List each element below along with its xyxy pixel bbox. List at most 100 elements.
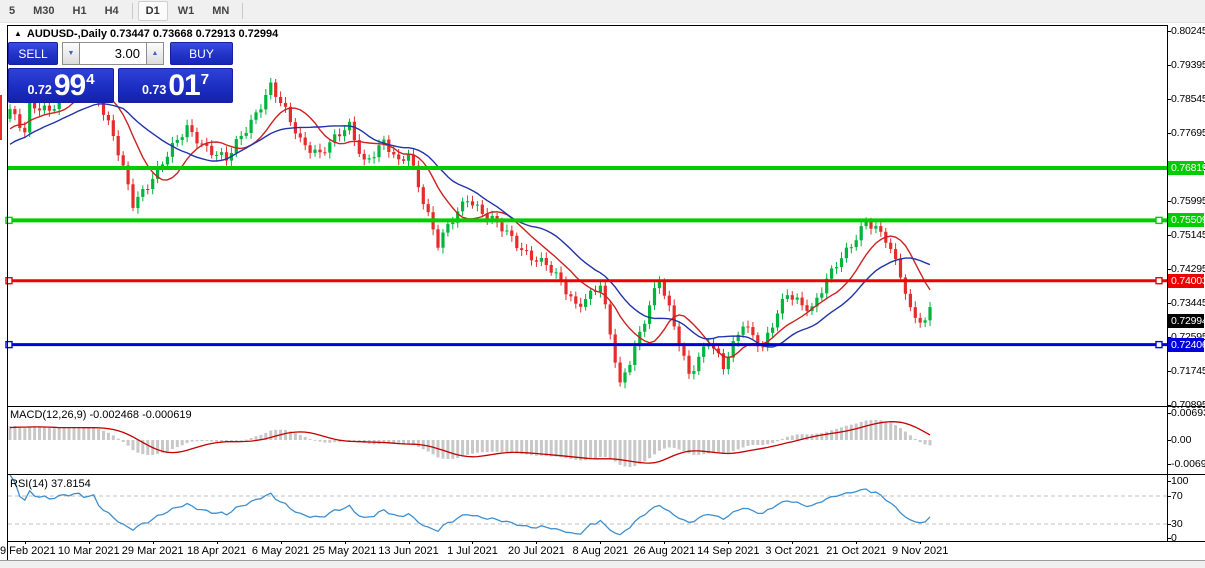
date-label: 18 Apr 2021 [186,545,247,557]
indicator-tick-mark [1167,495,1171,497]
macd-label: MACD(12,26,9) -0.002468 -0.000619 [10,409,192,421]
price-tick-label: 0.75995 [1171,195,1205,207]
indicator-tick-mark [1167,463,1171,465]
date-tick-mark [472,541,474,544]
date-tick-mark [152,541,154,544]
indicator-tick-label: -0.006936 [1171,458,1205,470]
date-label: 9 Nov 2021 [892,545,949,557]
sell-price-display[interactable]: 0.72 99 4 [8,68,114,103]
current-price-label: 0.72994 [1168,314,1205,329]
date-tick-mark [792,541,794,544]
buy-price-big-digits: 01 [168,68,200,102]
buy-button[interactable]: BUY [170,42,233,65]
price-axis-line[interactable] [1167,25,1168,542]
timeframe-button-5[interactable]: 5 [9,5,16,17]
chart-frame-top [7,25,1168,26]
date-tick-mark [600,541,602,544]
price-tick-mark [1167,132,1171,134]
toolbar-separator [242,3,244,19]
date-label: 13 Jun 2021 [378,545,439,557]
date-tick-mark [344,541,346,544]
sell-button[interactable]: SELL [8,42,58,65]
timeframe-toolbar: 5 M30 H1 H4 D1 W1 MN [0,0,1205,23]
chart-title-text: AUDUSD-,Daily 0.73447 0.73668 0.72913 0.… [26,27,279,40]
date-label: 25 May 2021 [312,545,377,557]
date-label: 8 Aug 2021 [572,545,629,557]
price-tick-mark [1167,234,1171,236]
volume-decrease-button[interactable]: ▼ [62,42,80,65]
price-tick-mark [1167,268,1171,270]
triangle-down-icon: ▼ [67,50,75,57]
date-label: 14 Sep 2021 [697,545,760,557]
separator-macd-rsi[interactable] [7,474,1205,475]
level-price-label[interactable]: 0.76819 [1168,161,1205,176]
date-label: 26 Aug 2021 [633,545,696,557]
partial-candle-fragment [0,95,2,140]
price-tick-label: 0.77695 [1171,127,1205,139]
separator-main-macd[interactable] [7,406,1205,407]
date-label: 20 Jul 2021 [507,545,565,557]
sell-price-prefix: 0.72 [27,83,52,97]
indicator-tick-label: 70 [1171,490,1183,502]
date-tick-mark [280,541,282,544]
price-tick-label: 0.70895 [1171,399,1205,411]
price-tick-mark [1167,370,1171,372]
date-tick-mark [728,541,730,544]
price-tick-mark [1167,336,1171,338]
indicator-tick-mark [1167,439,1171,441]
buy-price-prefix: 0.73 [141,83,167,97]
volume-input[interactable]: 3.00 [80,42,146,65]
date-label: 3 Oct 2021 [765,545,820,557]
volume-increase-button[interactable]: ▲ [146,42,164,65]
timeframe-button-h1[interactable]: H1 [72,5,87,17]
price-tick-label: 0.75145 [1171,229,1205,241]
buy-price-display[interactable]: 0.73 01 7 [118,68,233,103]
price-tick-label: 0.71745 [1171,365,1205,377]
date-tick-mark [88,541,90,544]
indicator-tick-label: 100 [1171,475,1189,487]
rsi-label: RSI(14) 37.8154 [10,478,91,490]
date-tick-mark [536,541,538,544]
level-price-label[interactable]: 0.74003 [1168,273,1205,288]
indicator-tick-mark [1167,480,1171,482]
timeframe-button-w1[interactable]: W1 [177,5,195,17]
date-label: 6 May 2021 [251,545,310,557]
date-tick-mark [664,541,666,544]
chart-frame-left [7,25,8,561]
sell-price-big-digits: 99 [53,68,86,102]
buy-price-pip-digit: 7 [200,71,210,88]
level-price-label[interactable]: 0.75509 [1168,213,1205,228]
indicator-tick-label: 0.00 [1171,434,1192,446]
timeframe-button-d1[interactable]: D1 [137,1,168,21]
symbol-collapse-icon[interactable]: ▲ [14,29,22,38]
indicator-tick-label: 0.006936 [1171,407,1205,419]
timeframe-button-mn[interactable]: MN [212,5,230,17]
price-tick-label: 0.79395 [1171,59,1205,71]
chart-title: ▲ AUDUSD-,Daily 0.73447 0.73668 0.72913 … [14,27,278,40]
indicator-tick-mark [1167,412,1171,414]
price-tick-label: 0.78545 [1171,93,1205,105]
price-tick-mark [1167,98,1171,100]
date-label: 29 Mar 2021 [121,545,184,557]
triangle-up-icon: ▲ [151,50,159,57]
timeframe-button-h4[interactable]: H4 [104,5,119,17]
price-tick-mark [1167,64,1171,66]
level-price-label[interactable]: 0.72406 [1168,337,1205,352]
toolbar-separator [131,3,133,19]
indicator-tick-mark [1167,537,1171,539]
one-click-trade-panel: SELL ▼ 3.00 ▲ BUY 0.72 99 4 0.73 01 7 [8,42,233,103]
price-tick-label: 0.80245 [1171,25,1205,37]
price-tick-label: 0.73445 [1171,297,1205,309]
date-tick-mark [408,541,410,544]
price-tick-mark [1167,200,1171,202]
indicator-tick-label: 0 [1171,532,1177,544]
window-bottom-edge [0,560,1205,561]
date-tick-mark [24,541,26,544]
date-label: 10 Mar 2021 [57,545,120,557]
timeframe-button-m30[interactable]: M30 [33,5,55,17]
price-tick-mark [1167,30,1171,32]
indicator-tick-label: 30 [1171,518,1183,530]
separator-rsi-dates [7,541,1205,542]
date-label: 1 Jul 2021 [447,545,498,557]
sell-price-pip-digit: 4 [86,71,95,88]
